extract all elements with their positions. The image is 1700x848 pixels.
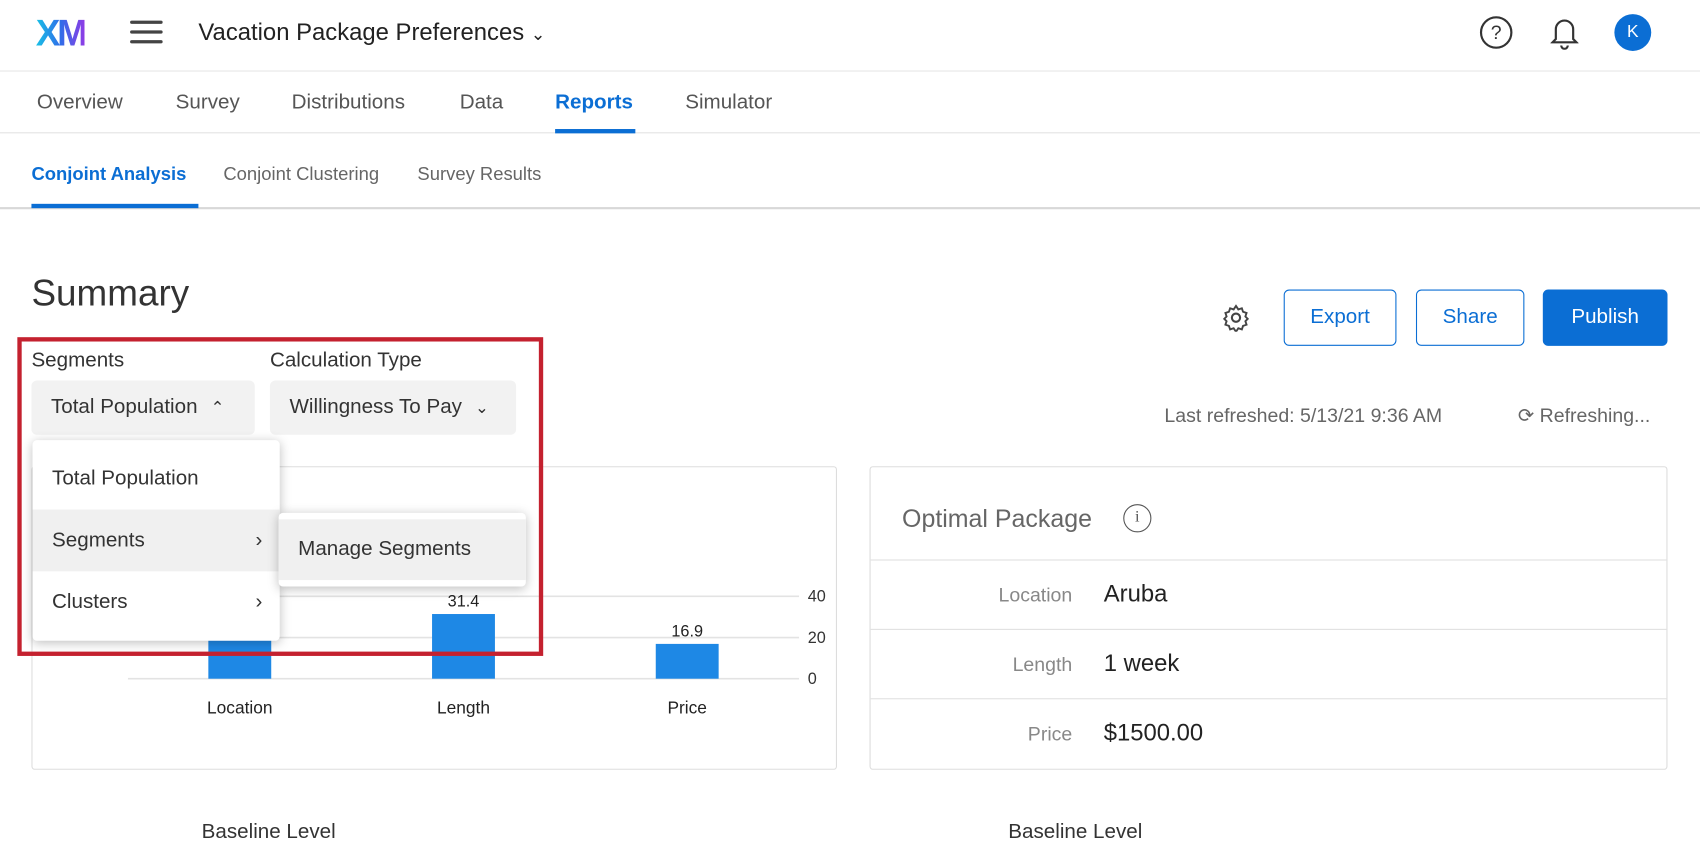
segments-label: Segments — [31, 349, 125, 372]
menu-item-manage-segments[interactable]: Manage Segments — [278, 519, 526, 581]
page-title: Summary — [31, 273, 190, 315]
calculation-type-value: Willingness To Pay — [289, 395, 462, 419]
last-refreshed: Last refreshed: 5/13/21 9:36 AM — [1164, 404, 1443, 427]
project-title: Vacation Package Preferences — [198, 18, 525, 46]
refresh-label: Refreshing... — [1539, 404, 1651, 427]
tab-survey[interactable]: Survey — [175, 91, 240, 114]
help-icon[interactable]: ? — [1479, 16, 1513, 49]
y-tick-label: 20 — [808, 629, 826, 647]
calculation-type-dropdown[interactable]: Willingness To Pay ⌄ — [269, 380, 517, 435]
share-button[interactable]: Share — [1415, 289, 1525, 346]
menu-item-label: Clusters — [52, 590, 128, 614]
tab-reports[interactable]: Reports — [555, 91, 633, 114]
menu-item-segments[interactable]: Segments › — [32, 509, 280, 572]
highlight-box — [17, 337, 544, 656]
row-key: Location — [998, 584, 1073, 607]
project-selector[interactable]: Vacation Package Preferences ⌄ — [198, 18, 545, 46]
baseline-level-right: Baseline Level — [1008, 820, 1143, 844]
x-tick-label: Price — [667, 697, 706, 717]
bell-icon[interactable] — [1550, 15, 1579, 50]
bar-price — [655, 643, 719, 679]
active-tab-indicator — [555, 129, 636, 134]
avatar[interactable]: K — [1614, 14, 1652, 51]
tab-overview[interactable]: Overview — [36, 91, 123, 114]
bar-data-label: 31.4 — [448, 592, 480, 610]
main-nav: Overview Survey Distributions Data Repor… — [0, 72, 1700, 134]
row-key: Length — [1012, 653, 1073, 676]
optimal-package-title: Optimal Package — [902, 504, 1092, 533]
chevron-up-icon: ⌃ — [210, 398, 225, 418]
active-subtab-indicator — [31, 203, 199, 209]
info-icon[interactable]: i — [1123, 504, 1152, 533]
segments-value: Total Population — [50, 395, 198, 419]
top-bar: XM Vacation Package Preferences ⌄ ? K — [0, 0, 1700, 72]
tab-survey-results[interactable]: Survey Results — [417, 163, 542, 185]
segments-menu: Total Population Segments › Clusters › — [32, 440, 280, 641]
menu-icon[interactable] — [130, 20, 163, 45]
optimal-row-price: Price $1500.00 — [870, 698, 1667, 767]
optimal-package-card: Optimal Package i Location Aruba Length 1 … — [869, 466, 1668, 770]
x-tick-label: Length — [437, 697, 490, 717]
baseline-level-left: Baseline Level — [201, 820, 336, 844]
segments-submenu: Manage Segments — [278, 512, 526, 587]
row-key: Price — [1027, 723, 1073, 745]
optimal-row-location: Location Aruba — [870, 559, 1667, 628]
bar-data-label: 16.9 — [671, 622, 703, 640]
gear-icon[interactable] — [1222, 304, 1250, 332]
row-value: Aruba — [1103, 580, 1168, 608]
refresh-icon: ⟳ — [1517, 404, 1535, 427]
tab-data[interactable]: Data — [459, 91, 504, 114]
y-tick-label: 0 — [808, 670, 817, 688]
x-tick-label: Location — [207, 697, 273, 717]
optimal-row-length: Length 1 week — [870, 628, 1667, 698]
chevron-right-icon: › — [255, 528, 263, 552]
tab-conjoint-analysis[interactable]: Conjoint Analysis — [31, 163, 187, 185]
chevron-down-icon: ⌄ — [530, 26, 546, 45]
bar-length — [432, 614, 495, 679]
y-tick-label: 40 — [808, 588, 826, 606]
tab-conjoint-clustering[interactable]: Conjoint Clustering — [223, 163, 380, 185]
segments-dropdown[interactable]: Total Population ⌃ — [31, 380, 255, 435]
calculation-type-label: Calculation Type — [269, 349, 422, 372]
sub-nav: Conjoint Analysis Conjoint Clustering Su… — [0, 133, 1700, 210]
row-value: $1500.00 — [1103, 718, 1204, 746]
row-value: 1 week — [1103, 649, 1180, 677]
tab-distributions[interactable]: Distributions — [291, 91, 405, 114]
refresh-status[interactable]: ⟳ Refreshing... — [1518, 404, 1650, 427]
export-button[interactable]: Export — [1283, 289, 1397, 346]
menu-item-total-population[interactable]: Total Population — [52, 467, 199, 491]
xm-logo[interactable]: XM — [35, 13, 88, 55]
menu-item-label: Segments — [52, 528, 145, 552]
menu-item-clusters[interactable]: Clusters › — [33, 571, 280, 633]
tab-simulator[interactable]: Simulator — [685, 91, 773, 114]
publish-button[interactable]: Publish — [1542, 289, 1668, 346]
chevron-right-icon: › — [255, 590, 263, 614]
chevron-down-icon: ⌄ — [474, 398, 489, 418]
